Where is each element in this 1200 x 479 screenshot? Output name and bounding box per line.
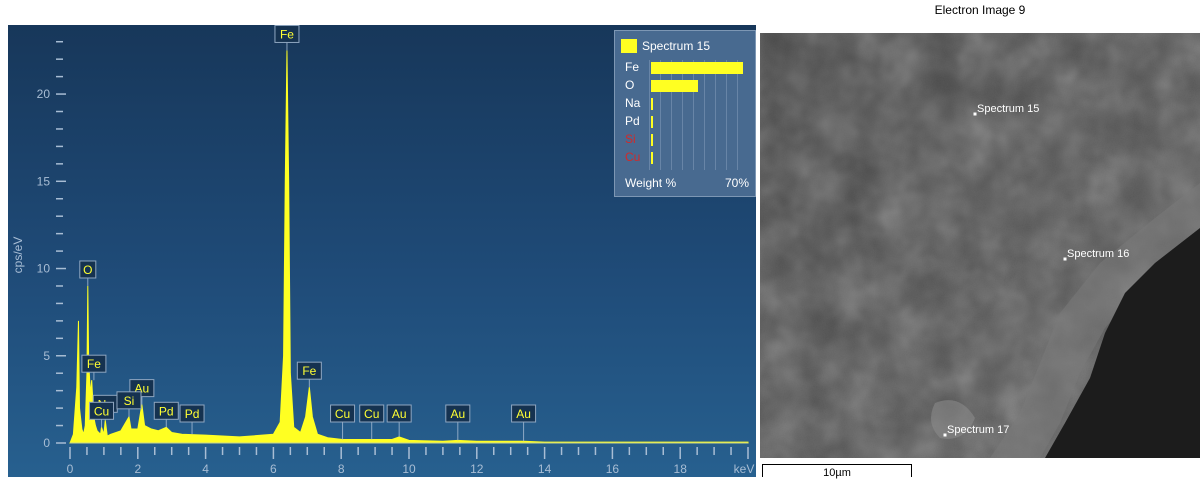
y-tick-label: 15 [37,174,51,188]
peak-tag-text: O [83,263,92,277]
peak-label-au: Au [511,404,537,442]
peak-label-fe: Fe [81,354,107,381]
legend-title: Spectrum 15 [642,39,711,53]
legend-label-si: Si [625,132,636,146]
peak-tag-text: Cu [335,407,350,421]
bright-particle [931,400,975,439]
peak-tag-text: Si [124,394,135,408]
spectrum-chart: 0 5 10 15 20 cps/eV 0 2 4 6 8 10 12 14 16 18 keV Fe O Fe Fe N… [11,25,755,476]
legend-bar-cu [651,152,653,164]
y-tick-label: 0 [43,436,50,450]
peak-tag-text: Au [392,407,407,421]
x-tick-label: 14 [538,462,552,476]
x-unit-label: keV [734,462,755,476]
legend-label-o: O [625,78,635,92]
spectrum-legend: Spectrum 15 Fe O Na Pd Si Cu Weight % 70% [614,30,756,197]
peak-tag-box [296,361,322,380]
x-tick-label: 2 [134,462,141,476]
peak-tag-box [359,404,385,423]
peak-label-fe: Fe [274,25,300,51]
peak-label-fe: Fe [296,361,322,388]
legend-label-na: Na [625,96,641,110]
legend-label-cu: Cu [625,150,641,164]
electron-image-title: Electron Image 9 [934,3,1026,17]
electron-image: Spectrum 15 Spectrum 16 Spectrum 17 [760,33,1200,458]
peak-tag-text: Pd [159,404,174,418]
spectrum-marker-label: Spectrum 16 [1067,248,1129,260]
legend-swatch [621,39,637,53]
peak-label-au: Au [386,404,412,437]
peak-label-pd: Pd [153,401,179,428]
peak-label-cu: Cu [359,404,385,440]
y-axis-label: cps/eV [11,237,25,274]
peak-tag-text: Au [450,407,465,421]
dark-void [1045,228,1200,458]
legend-bar-fe [651,62,743,74]
peak-tag-box [81,354,107,373]
legend-axis-max: 70% [724,176,749,190]
spectrum-marker [943,433,947,437]
peak-tag-box [386,404,412,423]
spectrum-marker-label: Spectrum 17 [947,424,1009,436]
peak-tag-text: Cu [364,407,379,421]
peak-tag-text: Fe [280,27,294,41]
bright-edge [990,183,1200,458]
legend-grid [649,60,748,170]
peak-tag-text: Fe [302,364,316,378]
x-tick-label: 12 [470,462,484,476]
legend-label-pd: Pd [625,114,640,128]
spectrum-marker [973,112,977,116]
peak-tag-box [445,404,471,423]
x-tick-label: 4 [202,462,209,476]
legend-label-fe: Fe [625,60,640,74]
peak-tag-text: Pd [185,407,200,421]
legend-axis-label: Weight % [625,176,677,190]
legend-bar-o [651,80,698,92]
peak-tag-box [153,401,179,420]
peak-label-cu: Cu [330,404,356,440]
x-tick-label: 10 [402,462,416,476]
sem-micrograph: Spectrum 15 Spectrum 16 Spectrum 17 [760,33,1200,458]
spectrum-plot: 0 5 10 15 20 cps/eV 0 2 4 6 8 10 12 14 16 18 keV Fe O Fe Fe N… [8,25,756,477]
x-tick-label: 8 [338,462,345,476]
x-tick-label: 0 [67,462,74,476]
peak-tag-box [179,404,205,423]
peak-label-o: O [79,260,97,286]
peak-tag-box [79,260,97,279]
legend-bar-si [651,134,653,146]
peak-label-au: Au [445,404,471,441]
x-tick-label: 18 [674,462,688,476]
peak-label-si: Si [116,391,142,417]
peak-label-cu: Cu [89,401,115,428]
peak-tag-box [511,404,537,423]
x-tick-label: 6 [270,462,277,476]
peak-tag-box [330,404,356,423]
legend-header: Spectrum 15 [621,37,710,55]
x-tick-label: 16 [606,462,620,476]
spectrum-marker-label: Spectrum 15 [977,103,1039,115]
legend-bar-na [651,98,654,110]
y-tick-label: 20 [37,87,51,101]
peak-tag-text: Au [516,407,531,421]
spectrum-marker [1063,257,1067,261]
y-tick-label: 5 [43,349,50,363]
legend-bar-pd [651,116,653,128]
peak-tag-box [274,25,300,43]
peak-tag-text: Fe [87,357,101,371]
spectrum-trace [69,50,749,444]
peak-tag-box [116,391,142,410]
peak-label-pd: Pd [179,404,205,435]
scale-label: 10µm [823,467,851,479]
peak-tag-box [89,401,115,420]
scale-bar: 10µm [762,464,912,479]
peak-tag-text: Cu [94,404,109,418]
y-tick-label: 10 [37,262,51,276]
